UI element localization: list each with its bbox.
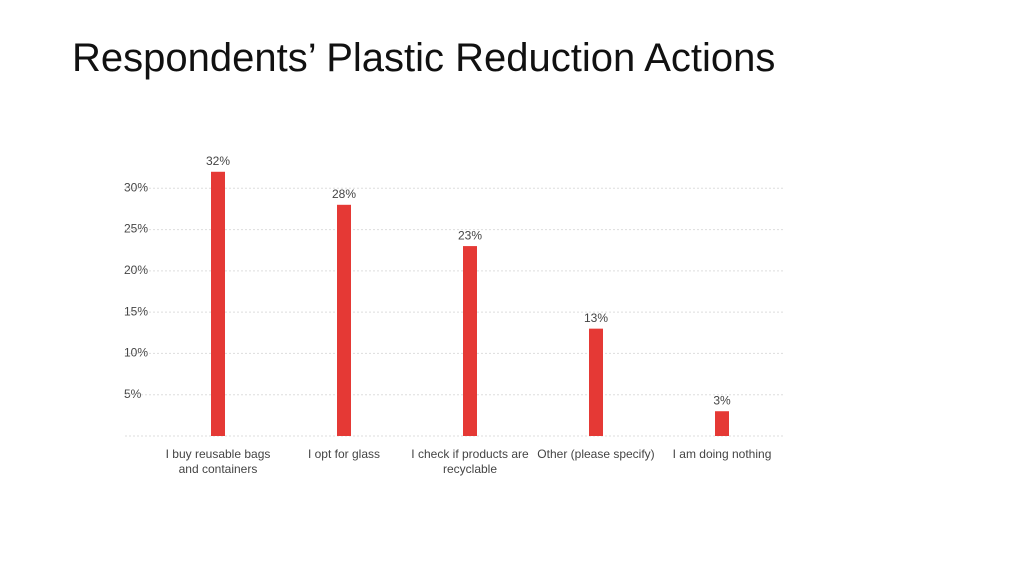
value-label: 32% [206,154,230,168]
slide-title: Respondents’ Plastic Reduction Actions [72,36,776,80]
bar [463,246,477,436]
y-tick-label: 10% [124,346,148,360]
bar [715,411,729,436]
bar [211,171,225,436]
x-tick-label: Other (please specify) [537,447,655,461]
y-tick-label: 20% [124,263,148,277]
bar [589,328,603,436]
x-tick-label: I check if products are recyclable [411,447,529,476]
value-label: 23% [458,228,482,242]
x-tick-label: I am doing nothing [672,447,772,461]
value-label: 13% [584,311,608,325]
y-tick-label: 5% [124,387,142,401]
x-tick-label: I opt for glass [307,447,381,461]
y-tick-label: 25% [124,222,148,236]
y-tick-label: 30% [124,180,148,194]
y-tick-label: 15% [124,304,148,318]
value-label: 3% [713,393,731,407]
bar [337,204,351,436]
x-tick-label: I buy reusable bags and containers [165,447,271,476]
value-label: 28% [332,187,356,201]
